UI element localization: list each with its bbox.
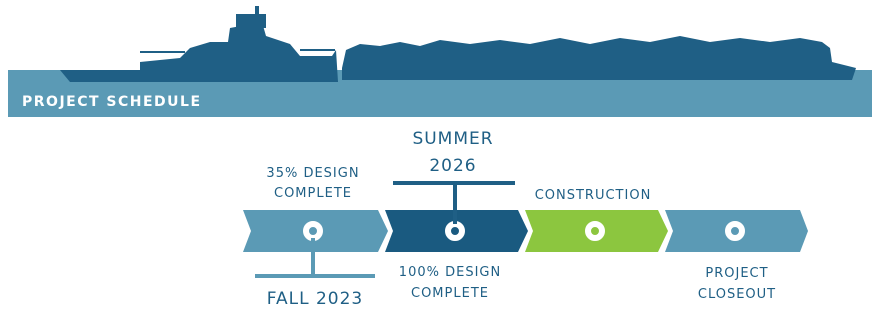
step-label: CLOSEOUT <box>698 287 776 302</box>
milestone-date: 2026 <box>429 156 476 176</box>
step-label: 100% DESIGN <box>399 265 501 280</box>
step-label: COMPLETE <box>411 286 489 301</box>
step-label: CONSTRUCTION <box>535 188 652 203</box>
step-chevron <box>243 210 388 252</box>
milestone-date: FALL 2023 <box>267 289 363 309</box>
step-chevron <box>525 210 668 252</box>
step-label: COMPLETE <box>274 186 352 201</box>
header-title: PROJECT SCHEDULE <box>22 94 202 110</box>
schedule-graphic: PROJECT SCHEDULE 35% DESIGN COMPLETE 100… <box>0 0 896 311</box>
step-label: PROJECT <box>705 266 768 281</box>
step-chevron <box>665 210 808 252</box>
milestone-date: SUMMER <box>412 129 493 149</box>
ship <box>60 6 856 82</box>
step-label: 35% DESIGN <box>266 166 359 181</box>
